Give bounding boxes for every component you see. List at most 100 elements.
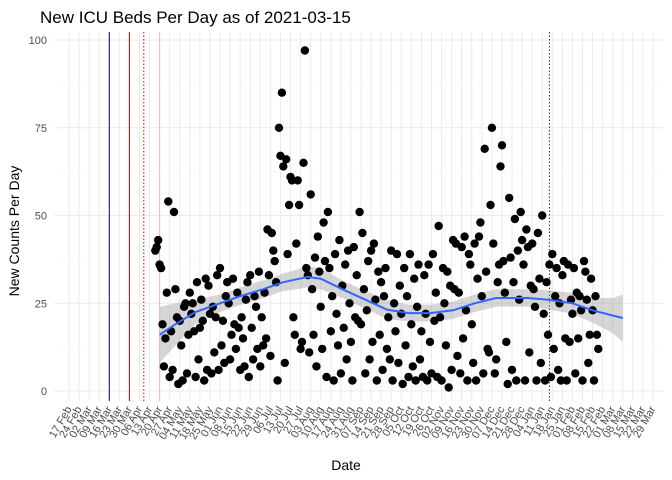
data-point bbox=[254, 267, 264, 276]
data-point bbox=[512, 376, 521, 385]
data-point bbox=[437, 376, 446, 385]
data-point bbox=[576, 306, 586, 315]
data-point bbox=[417, 327, 426, 336]
data-point bbox=[505, 193, 514, 203]
data-point bbox=[277, 88, 287, 97]
data-point bbox=[361, 369, 370, 378]
data-point bbox=[341, 260, 350, 269]
data-point bbox=[289, 313, 298, 322]
data-point bbox=[264, 271, 274, 280]
data-point bbox=[404, 372, 413, 382]
data-point bbox=[408, 362, 417, 371]
data-point bbox=[402, 292, 412, 301]
data-point bbox=[594, 344, 603, 354]
data-point bbox=[549, 344, 558, 354]
data-point bbox=[388, 376, 397, 385]
data-point bbox=[460, 232, 469, 241]
data-point bbox=[211, 313, 220, 322]
data-point bbox=[315, 267, 324, 276]
data-point bbox=[292, 239, 301, 248]
data-point bbox=[385, 355, 394, 364]
data-point bbox=[453, 351, 462, 361]
data-point bbox=[266, 351, 275, 361]
data-point bbox=[558, 271, 567, 280]
data-point bbox=[510, 214, 520, 224]
data-point bbox=[584, 358, 593, 368]
data-point bbox=[476, 218, 485, 227]
data-point bbox=[164, 197, 173, 206]
y-tick-label: 100 bbox=[29, 35, 47, 47]
data-point bbox=[323, 207, 333, 217]
data-point bbox=[238, 334, 248, 343]
data-point bbox=[454, 288, 463, 297]
data-point bbox=[294, 200, 304, 210]
data-point bbox=[259, 341, 268, 350]
data-point bbox=[382, 344, 392, 354]
data-point bbox=[480, 144, 489, 153]
data-point bbox=[519, 260, 528, 269]
data-point bbox=[318, 344, 327, 354]
data-point bbox=[200, 376, 209, 385]
data-point bbox=[500, 288, 509, 297]
smooth-trend-line bbox=[159, 275, 624, 336]
data-point bbox=[330, 249, 340, 259]
data-point bbox=[569, 263, 579, 273]
data-point bbox=[319, 218, 328, 227]
data-point bbox=[159, 362, 169, 371]
data-point bbox=[188, 299, 197, 308]
data-point bbox=[458, 334, 468, 343]
data-point bbox=[269, 246, 278, 255]
data-point bbox=[467, 320, 476, 329]
data-point bbox=[581, 267, 590, 276]
data-point bbox=[423, 376, 432, 385]
data-point bbox=[217, 341, 226, 350]
data-point bbox=[169, 207, 179, 217]
data-point bbox=[542, 278, 551, 287]
data-point bbox=[522, 225, 531, 234]
data-point bbox=[171, 285, 180, 294]
data-point bbox=[316, 302, 325, 311]
data-point bbox=[210, 348, 219, 357]
data-point bbox=[509, 278, 518, 287]
y-tick-label: 0 bbox=[41, 386, 47, 398]
data-point bbox=[471, 376, 481, 385]
data-point bbox=[410, 274, 419, 283]
data-point bbox=[234, 323, 243, 332]
data-point bbox=[530, 302, 540, 311]
data-point bbox=[568, 309, 577, 318]
data-point bbox=[213, 271, 222, 280]
data-point bbox=[579, 256, 589, 266]
data-point bbox=[516, 207, 525, 217]
data-point bbox=[356, 320, 366, 329]
data-point bbox=[345, 299, 354, 308]
y-axis-ticks: 0 25 50 75 100 bbox=[29, 35, 47, 398]
data-point bbox=[515, 295, 524, 304]
grid-lines bbox=[54, 32, 664, 401]
data-point bbox=[469, 358, 478, 368]
data-point bbox=[414, 260, 423, 269]
data-point bbox=[394, 358, 403, 368]
data-point bbox=[443, 267, 452, 276]
data-point bbox=[484, 348, 494, 357]
data-point bbox=[565, 337, 574, 347]
data-point bbox=[310, 253, 320, 262]
data-point bbox=[513, 246, 522, 255]
data-point bbox=[548, 249, 557, 259]
y-tick-label: 50 bbox=[35, 211, 47, 223]
data-point bbox=[322, 372, 331, 382]
data-point bbox=[328, 292, 337, 301]
data-point bbox=[441, 341, 451, 350]
data-point bbox=[552, 263, 561, 273]
data-point bbox=[336, 369, 346, 378]
data-point bbox=[538, 211, 547, 220]
data-point bbox=[240, 362, 249, 371]
data-point bbox=[333, 341, 343, 350]
data-point bbox=[195, 323, 205, 332]
reference-lines bbox=[108, 32, 550, 401]
data-point bbox=[571, 369, 580, 378]
data-point bbox=[517, 235, 527, 245]
data-point bbox=[520, 376, 530, 385]
data-point bbox=[562, 376, 571, 385]
data-point bbox=[332, 309, 341, 318]
